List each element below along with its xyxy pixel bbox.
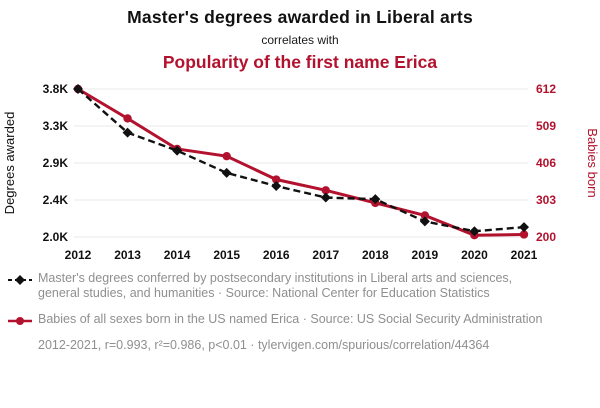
x-axis-tick: 2018 <box>362 248 389 262</box>
series-line-circle <box>77 87 525 237</box>
circle-marker <box>519 230 529 239</box>
left-axis-tick: 3.3K <box>43 119 69 133</box>
circle-marker <box>222 151 231 161</box>
left-axis-tick: 2.4K <box>43 193 69 207</box>
left-axis-title: Degrees awarded <box>2 112 17 215</box>
legend-item-erica: Babies of all sexes born in the US named… <box>8 312 590 327</box>
x-axis-tick: 2012 <box>65 248 92 262</box>
diamond-marker <box>419 216 430 227</box>
right-axis-tick: 303 <box>536 193 556 207</box>
x-axis-tick: 2020 <box>461 248 488 262</box>
x-axis-tick: 2014 <box>164 248 191 262</box>
x-axis-tick: 2017 <box>312 248 339 262</box>
diamond-marker <box>73 84 83 94</box>
diamond-marker <box>469 226 480 237</box>
circle-marker <box>321 186 330 195</box>
x-axis-tick: 2021 <box>511 248 538 262</box>
x-axis-tick: 2013 <box>114 248 141 262</box>
chart-title: Master's degrees awarded in Liberal arts <box>127 7 473 27</box>
x-axis-tick: 2016 <box>263 248 290 262</box>
left-axis-tick: 2.0K <box>43 230 69 244</box>
correlates-with-text: correlates with <box>261 33 339 47</box>
diamond-marker <box>519 222 529 233</box>
legend: Master's degrees conferred by postsecond… <box>0 267 600 352</box>
right-axis-tick: 406 <box>536 156 556 170</box>
diamond-marker <box>122 127 133 138</box>
legend-item-degrees: Master's degrees conferred by postsecond… <box>8 271 590 301</box>
series-line-diamond <box>77 88 525 233</box>
chart-area: 3.8K 612 3.3K 509 2.9K 406 2.4K 303 2.0K 200 2012 2… <box>0 75 600 267</box>
x-axis-tick: 2015 <box>213 248 240 262</box>
header: Master's degrees awarded in Liberal arts… <box>0 0 600 73</box>
red-line-circle-legend-icon <box>8 316 32 325</box>
circle-marker <box>123 114 132 123</box>
black-dashed-diamond-legend-icon <box>8 275 32 285</box>
diamond-marker <box>320 192 331 203</box>
left-axis-tick: 3.8K <box>43 82 69 96</box>
diamond-marker <box>221 167 232 178</box>
legend-text-erica: Babies of all sexes born in the US named… <box>38 311 543 326</box>
left-axis-tick: 2.9K <box>43 156 69 170</box>
circle-marker <box>420 211 430 220</box>
right-axis-tick: 612 <box>536 82 556 96</box>
right-axis-tick: 200 <box>536 230 556 244</box>
diamond-marker <box>370 194 381 205</box>
diamond-marker <box>271 181 282 192</box>
right-axis-tick: 509 <box>536 119 556 133</box>
dual-axis-line-chart: 3.8K 612 3.3K 509 2.9K 406 2.4K 303 2.0K 200 2012 2… <box>2 82 600 262</box>
circle-marker <box>272 175 281 184</box>
stats-footer: 2012-2021, r=0.993, r²=0.986, p<0.01 · t… <box>38 337 490 352</box>
legend-text-degrees: Master's degrees conferred by postsecond… <box>38 271 513 300</box>
right-axis-title: Babies born <box>585 128 600 197</box>
chart-subtitle: Popularity of the first name Erica <box>162 52 438 72</box>
diamond-marker <box>172 145 183 156</box>
x-axis-tick: 2019 <box>412 248 439 262</box>
